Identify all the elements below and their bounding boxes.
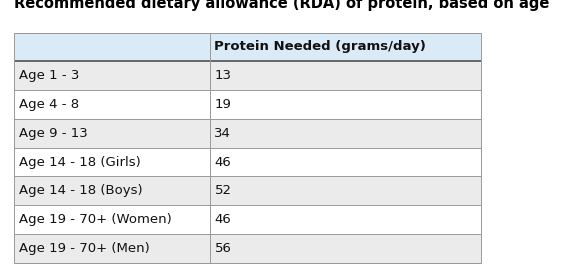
- Text: Age 19 - 70+ (Men): Age 19 - 70+ (Men): [19, 242, 149, 255]
- Text: Recommended dietary allowance (RDA) of protein, based on age: Recommended dietary allowance (RDA) of p…: [14, 0, 550, 11]
- Text: 46: 46: [215, 213, 231, 226]
- Text: Age 19 - 70+ (Women): Age 19 - 70+ (Women): [19, 213, 171, 226]
- Bar: [14, 148, 210, 176]
- Bar: [210, 234, 481, 263]
- Bar: [14, 205, 210, 234]
- Text: 56: 56: [215, 242, 232, 255]
- Bar: [210, 119, 481, 148]
- Text: Age 4 - 8: Age 4 - 8: [19, 98, 79, 111]
- Bar: [210, 176, 481, 205]
- Bar: [210, 90, 481, 119]
- Text: 34: 34: [215, 127, 232, 140]
- Bar: [210, 61, 481, 90]
- Text: 46: 46: [215, 156, 231, 169]
- Text: 19: 19: [215, 98, 232, 111]
- Bar: [210, 33, 481, 61]
- Text: 52: 52: [215, 184, 232, 197]
- Text: Age 14 - 18 (Boys): Age 14 - 18 (Boys): [19, 184, 142, 197]
- Text: Age 1 - 3: Age 1 - 3: [19, 69, 79, 82]
- Bar: [210, 205, 481, 234]
- Text: Age 14 - 18 (Girls): Age 14 - 18 (Girls): [19, 156, 140, 169]
- Text: 13: 13: [215, 69, 232, 82]
- Text: Age 9 - 13: Age 9 - 13: [19, 127, 87, 140]
- Bar: [14, 176, 210, 205]
- Bar: [210, 148, 481, 176]
- Bar: [14, 234, 210, 263]
- Bar: [14, 119, 210, 148]
- Bar: [14, 33, 210, 61]
- Text: Protein Needed (grams/day): Protein Needed (grams/day): [215, 40, 427, 53]
- Bar: [14, 61, 210, 90]
- Bar: [14, 90, 210, 119]
